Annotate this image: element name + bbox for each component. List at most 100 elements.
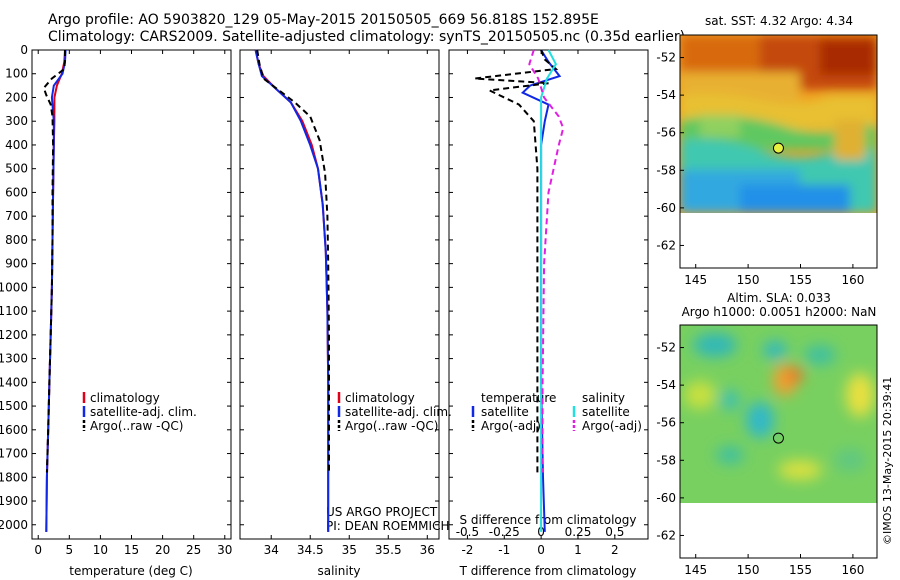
legend-label: satellite bbox=[582, 405, 630, 419]
y-tick-label: 1500 bbox=[0, 399, 28, 413]
y-tick-label: 900 bbox=[5, 257, 28, 271]
difference-legend: temperature salinity satellite Argo(-adj… bbox=[471, 391, 642, 433]
x-tick-label: 25 bbox=[186, 543, 201, 557]
x-tick-label-salinity: 0 bbox=[537, 525, 545, 539]
pi-label: PI: DEAN ROEMMICH bbox=[326, 519, 449, 533]
legend-label: Argo(..raw -QC) bbox=[345, 419, 438, 433]
x-tick-label: 2 bbox=[611, 543, 619, 557]
y-tick-label: 1200 bbox=[0, 328, 28, 342]
temperature-legend: climatology satellite-adj. clim. Argo(..… bbox=[82, 391, 197, 433]
climatology-title: Climatology: CARS2009. Satellite-adjuste… bbox=[48, 29, 686, 45]
legend-label: Argo(-adj) bbox=[582, 419, 642, 433]
series-line-climatology bbox=[254, 49, 330, 532]
map-x-tick-label: 150 bbox=[737, 273, 760, 287]
x-tick-label: 34.5 bbox=[297, 543, 324, 557]
y-tick-label: 1400 bbox=[0, 375, 28, 389]
y-tick-label: 800 bbox=[5, 233, 28, 247]
map-y-tick-label: -56 bbox=[656, 416, 676, 430]
legend-label: Argo(-adj) bbox=[481, 419, 541, 433]
map-y-tick-label: -60 bbox=[656, 201, 676, 215]
x-tick-label: 35 bbox=[342, 543, 357, 557]
y-tick-label: 1000 bbox=[0, 280, 28, 294]
map-y-tick-label: -62 bbox=[656, 238, 676, 252]
t-difference-xlabel: T difference from climatology bbox=[459, 564, 637, 578]
map-y-tick-label: -52 bbox=[656, 51, 676, 65]
y-tick-label: 1700 bbox=[0, 447, 28, 461]
map-x-tick-label: 155 bbox=[789, 273, 812, 287]
series-line-argo-raw-qc- bbox=[256, 49, 330, 473]
map-x-tick-label: 160 bbox=[841, 273, 864, 287]
sst-map bbox=[680, 35, 877, 213]
legend-label: climatology bbox=[345, 391, 415, 405]
x-tick-label: 10 bbox=[93, 543, 108, 557]
temperature-xlabel: temperature (deg C) bbox=[69, 564, 192, 578]
y-tick-label: 1900 bbox=[0, 494, 28, 508]
s-difference-xlabel: S difference from climatology bbox=[460, 513, 637, 527]
map-x-tick-label: 145 bbox=[684, 273, 707, 287]
map-x-tick-label: 155 bbox=[789, 563, 812, 577]
salinity-panel bbox=[239, 49, 440, 540]
y-tick-label: 700 bbox=[5, 209, 28, 223]
legend-header-temperature: temperature bbox=[481, 391, 556, 405]
x-tick-label: 5 bbox=[65, 543, 73, 557]
series-line-argo-raw-qc- bbox=[42, 50, 66, 473]
legend-label: satellite-adj. clim. bbox=[90, 405, 197, 419]
y-tick-label: 400 bbox=[5, 138, 28, 152]
map-x-tick-label: 160 bbox=[841, 563, 864, 577]
x-tick-label: 0 bbox=[537, 543, 545, 557]
imos-timestamp: ©IMOS 13-May-2015 20:39:41 bbox=[881, 377, 894, 545]
x-tick-label: 20 bbox=[155, 543, 170, 557]
y-tick-label: 500 bbox=[5, 162, 28, 176]
series-line-satellite-adj-clim- bbox=[45, 49, 67, 532]
y-tick-label: 100 bbox=[5, 67, 28, 81]
x-tick-label: -1 bbox=[498, 543, 510, 557]
y-tick-label: 2000 bbox=[0, 518, 28, 532]
legend-label: Argo(..raw -QC) bbox=[90, 419, 183, 433]
y-tick-label: 300 bbox=[5, 114, 28, 128]
sla-map bbox=[680, 325, 877, 503]
y-tick-label: 1100 bbox=[0, 304, 28, 318]
x-tick-label: 35.5 bbox=[375, 543, 402, 557]
y-tick-label: 1800 bbox=[0, 470, 28, 484]
y-tick-label: 1600 bbox=[0, 423, 28, 437]
x-tick-label: -2 bbox=[461, 543, 473, 557]
map-x-tick-label: 145 bbox=[684, 563, 707, 577]
series-line-climatology bbox=[45, 49, 66, 532]
y-tick-label: 0 bbox=[20, 43, 28, 57]
salinity-legend: climatology satellite-adj. clim. Argo(..… bbox=[337, 391, 452, 433]
legend-header-salinity: salinity bbox=[582, 391, 625, 405]
sst-float-marker bbox=[772, 142, 784, 154]
x-tick-label: 36 bbox=[420, 543, 435, 557]
legend-label: satellite bbox=[481, 405, 529, 419]
salinity-xlabel: salinity bbox=[317, 564, 360, 578]
sla-map-subtitle: Argo h1000: 0.0051 h2000: NaN bbox=[682, 305, 877, 319]
x-tick-label-salinity: 0.5 bbox=[605, 525, 624, 539]
map-x-tick-label: 150 bbox=[737, 563, 760, 577]
map-y-tick-label: -52 bbox=[656, 341, 676, 355]
sla-float-marker bbox=[772, 432, 784, 444]
x-tick-label: 0 bbox=[34, 543, 42, 557]
map-y-tick-label: -54 bbox=[656, 88, 676, 102]
series-line-satellite-adj-clim- bbox=[254, 49, 330, 532]
temperature-panel bbox=[31, 49, 232, 540]
sst-map-title: sat. SST: 4.32 Argo: 4.34 bbox=[705, 14, 853, 28]
y-tick-label: 1300 bbox=[0, 352, 28, 366]
difference-panel bbox=[448, 49, 649, 540]
legend-label: satellite-adj. clim. bbox=[345, 405, 452, 419]
map-y-tick-label: -54 bbox=[656, 378, 676, 392]
x-tick-label-salinity: -0.5 bbox=[456, 525, 479, 539]
map-y-tick-label: -60 bbox=[656, 491, 676, 505]
profile-title: Argo profile: AO 5903820_129 05-May-2015… bbox=[48, 12, 599, 28]
x-tick-label-salinity: 0.25 bbox=[565, 525, 592, 539]
x-tick-label: 30 bbox=[217, 543, 232, 557]
legend-label: climatology bbox=[90, 391, 160, 405]
y-tick-label: 600 bbox=[5, 185, 28, 199]
x-tick-label-salinity: -0.25 bbox=[489, 525, 520, 539]
x-tick-label: 34 bbox=[264, 543, 279, 557]
map-y-tick-label: -58 bbox=[656, 163, 676, 177]
x-tick-label: 15 bbox=[124, 543, 139, 557]
series-line-salinity-satellite bbox=[540, 49, 558, 532]
project-label: US ARGO PROJECT bbox=[326, 505, 438, 519]
x-tick-label: 1 bbox=[574, 543, 582, 557]
